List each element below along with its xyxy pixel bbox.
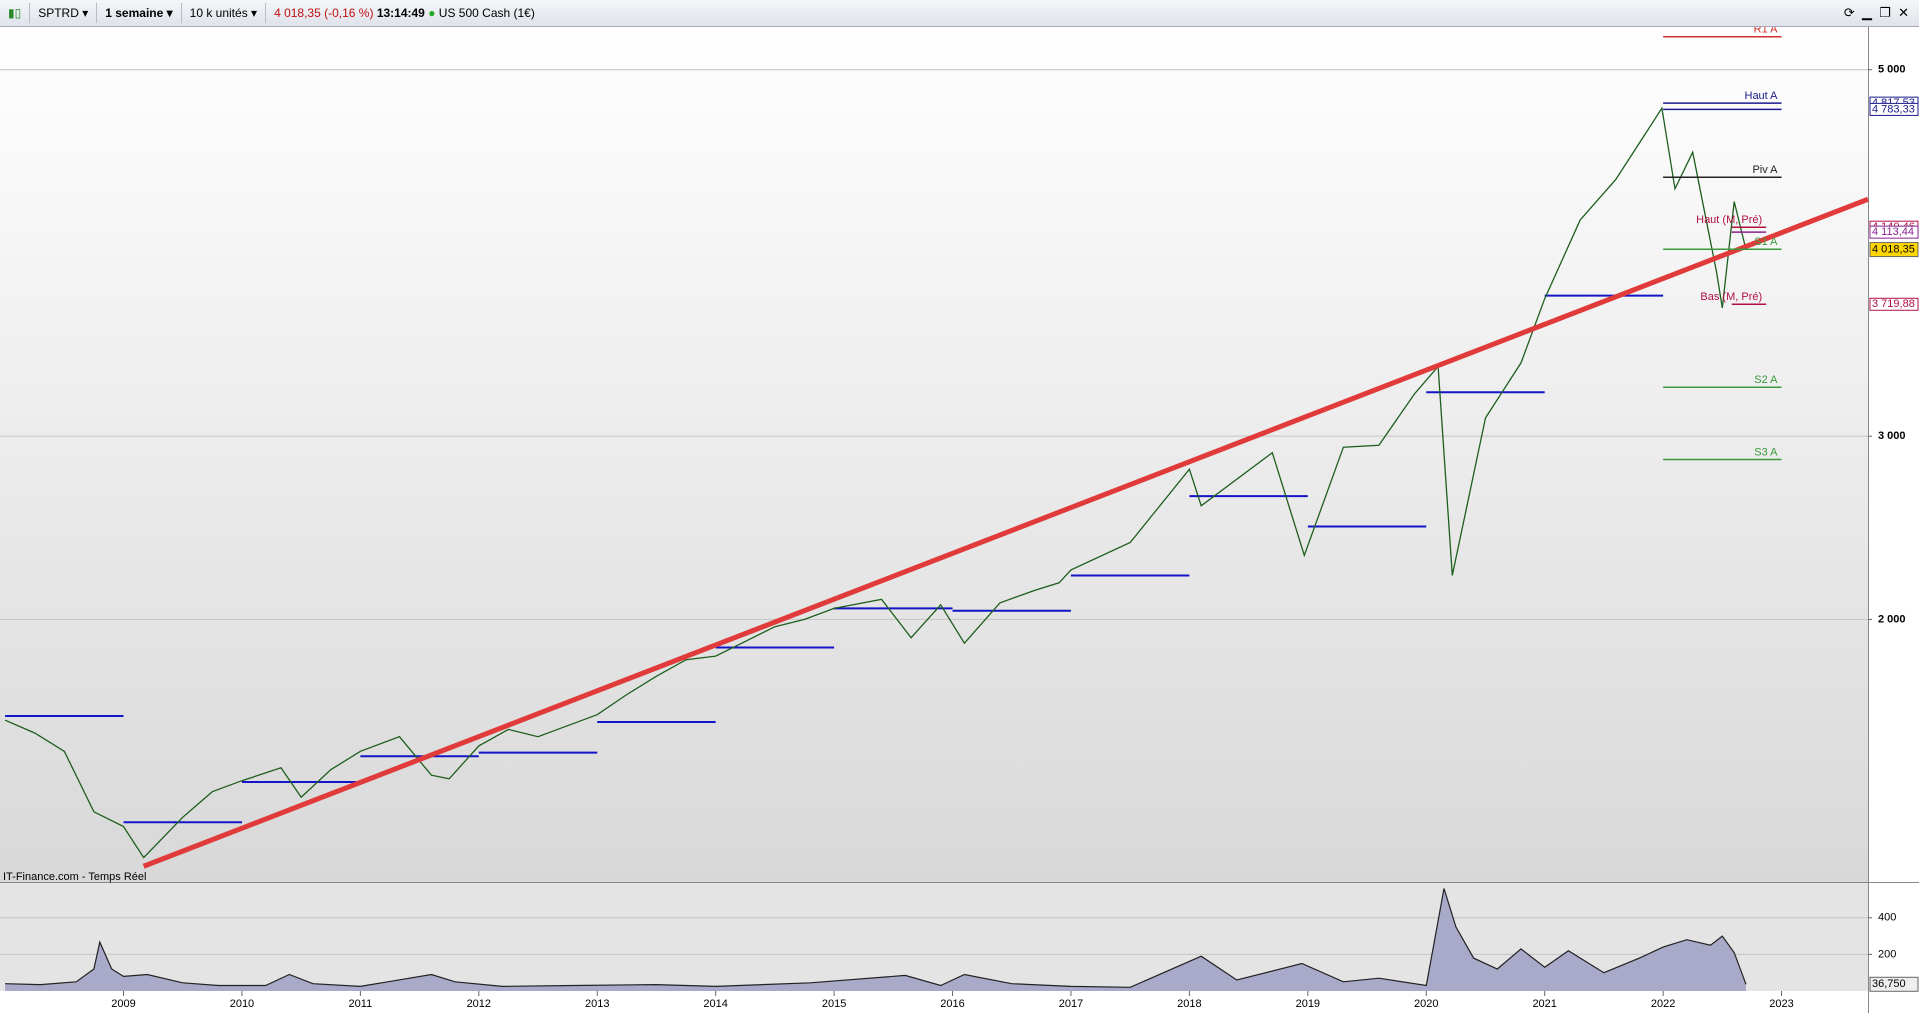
level-label: Piv A [1752, 164, 1778, 176]
period-text: 1 semaine [105, 6, 164, 20]
level-label: Haut A [1745, 90, 1779, 102]
window-controls[interactable]: ⟳ ▁ ❐ ✕ [1843, 5, 1909, 20]
toolbar: ▮▯ SPTRD ▾ 1 semaine ▾ 10 k unités ▾ 4 0… [0, 0, 1919, 27]
x-tick-label: 2018 [1177, 998, 1201, 1010]
price-label-box [1869, 297, 1919, 311]
x-tick-label: 2011 [349, 998, 373, 1010]
price-label: 4 113,44 [1872, 226, 1914, 238]
instrument: US 500 Cash (1€) [438, 6, 535, 20]
x-tick-label: 2015 [822, 998, 846, 1010]
symbol[interactable]: SPTRD ▾ [30, 3, 98, 23]
price-label-box [1869, 102, 1919, 116]
units-text: 10 k unités [189, 6, 248, 20]
units[interactable]: 10 k unités ▾ [182, 3, 267, 23]
x-tick-label: 2010 [230, 998, 254, 1010]
quote: 4 018,35 (-0,16 %) [274, 6, 374, 20]
level-label: S1 A [1754, 236, 1778, 248]
level-label: Bas (M, Pré) [1700, 291, 1762, 303]
y-tick-label: 3 000 [1878, 430, 1906, 442]
volume-line [5, 888, 1747, 988]
last-label: 36,750 [1872, 978, 1906, 990]
x-tick-label: 2016 [940, 998, 964, 1010]
status-dot: ● [428, 6, 436, 20]
x-tick-label: 2020 [1414, 998, 1438, 1010]
y-tick-label: 200 [1878, 948, 1896, 960]
price-label: 4 783,33 [1872, 103, 1915, 115]
plot-bg [0, 27, 1868, 882]
quote-box: 4 018,35 (-0,16 %) 13:14:49 ● US 500 Cas… [266, 3, 543, 23]
y-tick-label: 5 000 [1878, 64, 1906, 76]
x-tick-label: 2009 [111, 998, 135, 1010]
price-label-box [1869, 225, 1919, 239]
symbol-text: SPTRD [38, 6, 79, 20]
x-tick-label: 2014 [703, 998, 727, 1010]
level-label: R1 A [1754, 27, 1779, 36]
x-tick-label: 2019 [1296, 998, 1320, 1010]
x-tick-label: 2013 [585, 998, 609, 1010]
x-tick-label: 2023 [1769, 998, 1793, 1010]
time: 13:14:49 [376, 6, 425, 20]
x-tick-label: 2017 [1059, 998, 1083, 1010]
x-tick-label: 2022 [1651, 998, 1675, 1010]
x-tick-label: 2021 [1532, 998, 1556, 1010]
volume-area [5, 888, 1747, 991]
price-label: 3 719,88 [1872, 298, 1915, 310]
level-label: S2 A [1754, 374, 1778, 386]
trendline [142, 196, 1869, 869]
period[interactable]: 1 semaine ▾ [97, 3, 182, 23]
last-label-box [1869, 242, 1919, 258]
y-tick-label: 2 000 [1878, 613, 1906, 625]
x-tick-label: 2012 [467, 998, 491, 1010]
app-icon[interactable]: ▮▯ [0, 3, 31, 23]
price-line [4, 106, 1747, 859]
last-label: 4 018,35 [1872, 243, 1915, 255]
level-label: Haut (M, Pré) [1696, 214, 1762, 226]
level-label: S3 A [1754, 446, 1778, 458]
y-tick-label: 400 [1878, 912, 1896, 924]
last-label-box [1869, 976, 1919, 992]
watermark: IT-Finance.com - Temps Réel [3, 871, 146, 883]
chart: IT-Finance.com - Temps Réel 5 000 3 000 2 … [0, 27, 1919, 1013]
